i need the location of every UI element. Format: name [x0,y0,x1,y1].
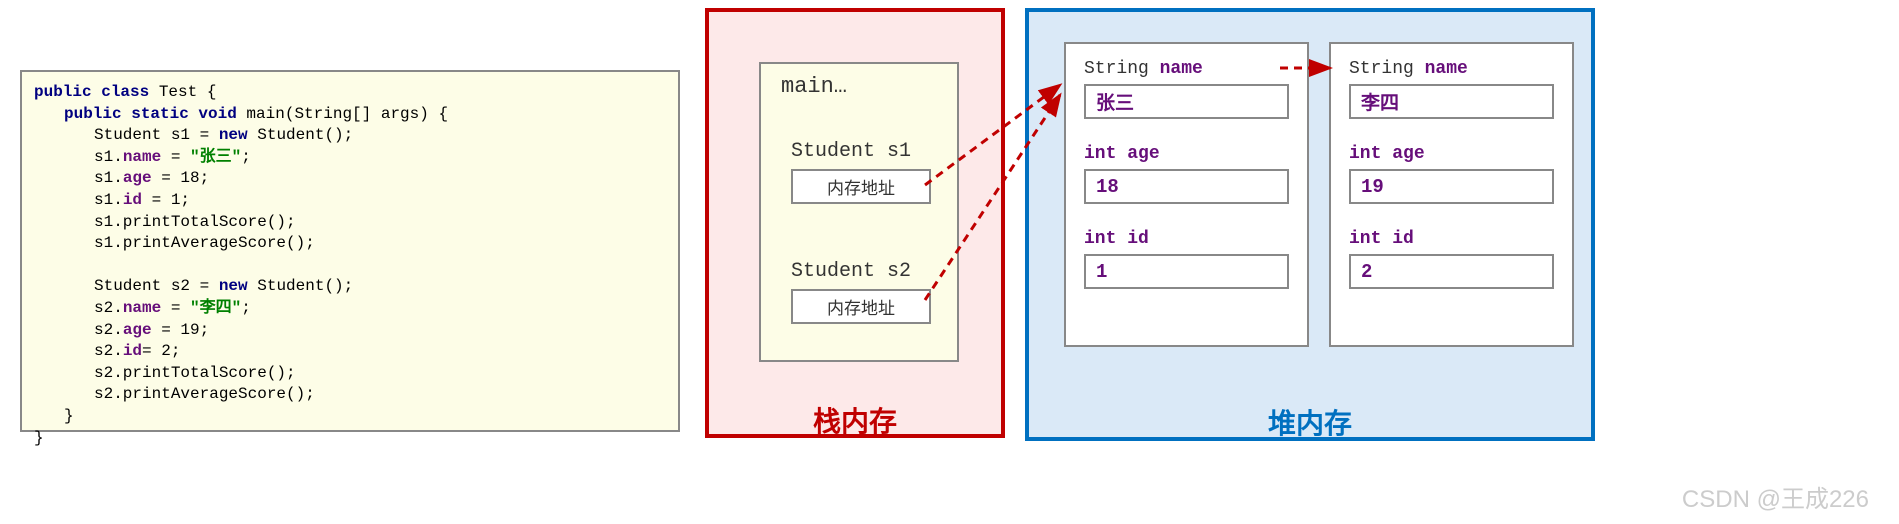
stack-memory-box: main… Student s1 内存地址 Student s2 内存地址 [705,8,1005,438]
field-label-name: String name [1349,59,1468,79]
code-line: s1.printTotalScore(); [34,212,666,234]
field-label-id: int id [1084,229,1149,249]
var-s2-label: Student s2 [791,260,911,283]
heap-memory-box: String name 张三 int age 18 int id 1 Strin… [1025,8,1595,441]
var-s2-box: 内存地址 [791,289,931,324]
field-value-age: 19 [1349,169,1554,204]
main-label: main… [781,74,847,99]
code-line: s2.printTotalScore(); [34,363,666,385]
main-frame: main… Student s1 内存地址 Student s2 内存地址 [759,62,959,362]
code-line: public static void main(String[] args) { [34,104,666,126]
heap-object-1: String name 张三 int age 18 int id 1 [1064,42,1309,347]
code-line: s2.name = "李四"; [34,298,666,320]
field-label-age: int age [1349,144,1425,164]
stack-title: 栈内存 [705,400,1005,440]
code-line: s1.printAverageScore(); [34,233,666,255]
field-value-name: 张三 [1084,84,1289,119]
var-s1-box: 内存地址 [791,169,931,204]
code-line [34,255,666,277]
field-label-name: String name [1084,59,1203,79]
code-line: s1.id = 1; [34,190,666,212]
watermark: CSDN @王成226 [1682,479,1869,514]
var-s1-label: Student s1 [791,140,911,163]
field-value-id: 2 [1349,254,1554,289]
field-label-id: int id [1349,229,1414,249]
field-value-id: 1 [1084,254,1289,289]
code-line: public class Test { [34,82,666,104]
code-line: s2.id= 2; [34,341,666,363]
code-line: s2.age = 19; [34,320,666,342]
code-line: s1.name = "张三"; [34,147,666,169]
code-line: s1.age = 18; [34,168,666,190]
heap-object-2: String name 李四 int age 19 int id 2 [1329,42,1574,347]
code-line: s2.printAverageScore(); [34,384,666,406]
code-line: } [34,406,666,428]
field-label-age: int age [1084,144,1160,164]
field-value-name: 李四 [1349,84,1554,119]
field-value-age: 18 [1084,169,1289,204]
code-panel: public class Test { public static void m… [20,70,680,432]
heap-title: 堆内存 [1025,402,1595,442]
code-line: } [34,428,666,450]
code-line: Student s1 = new Student(); [34,125,666,147]
code-line: Student s2 = new Student(); [34,276,666,298]
